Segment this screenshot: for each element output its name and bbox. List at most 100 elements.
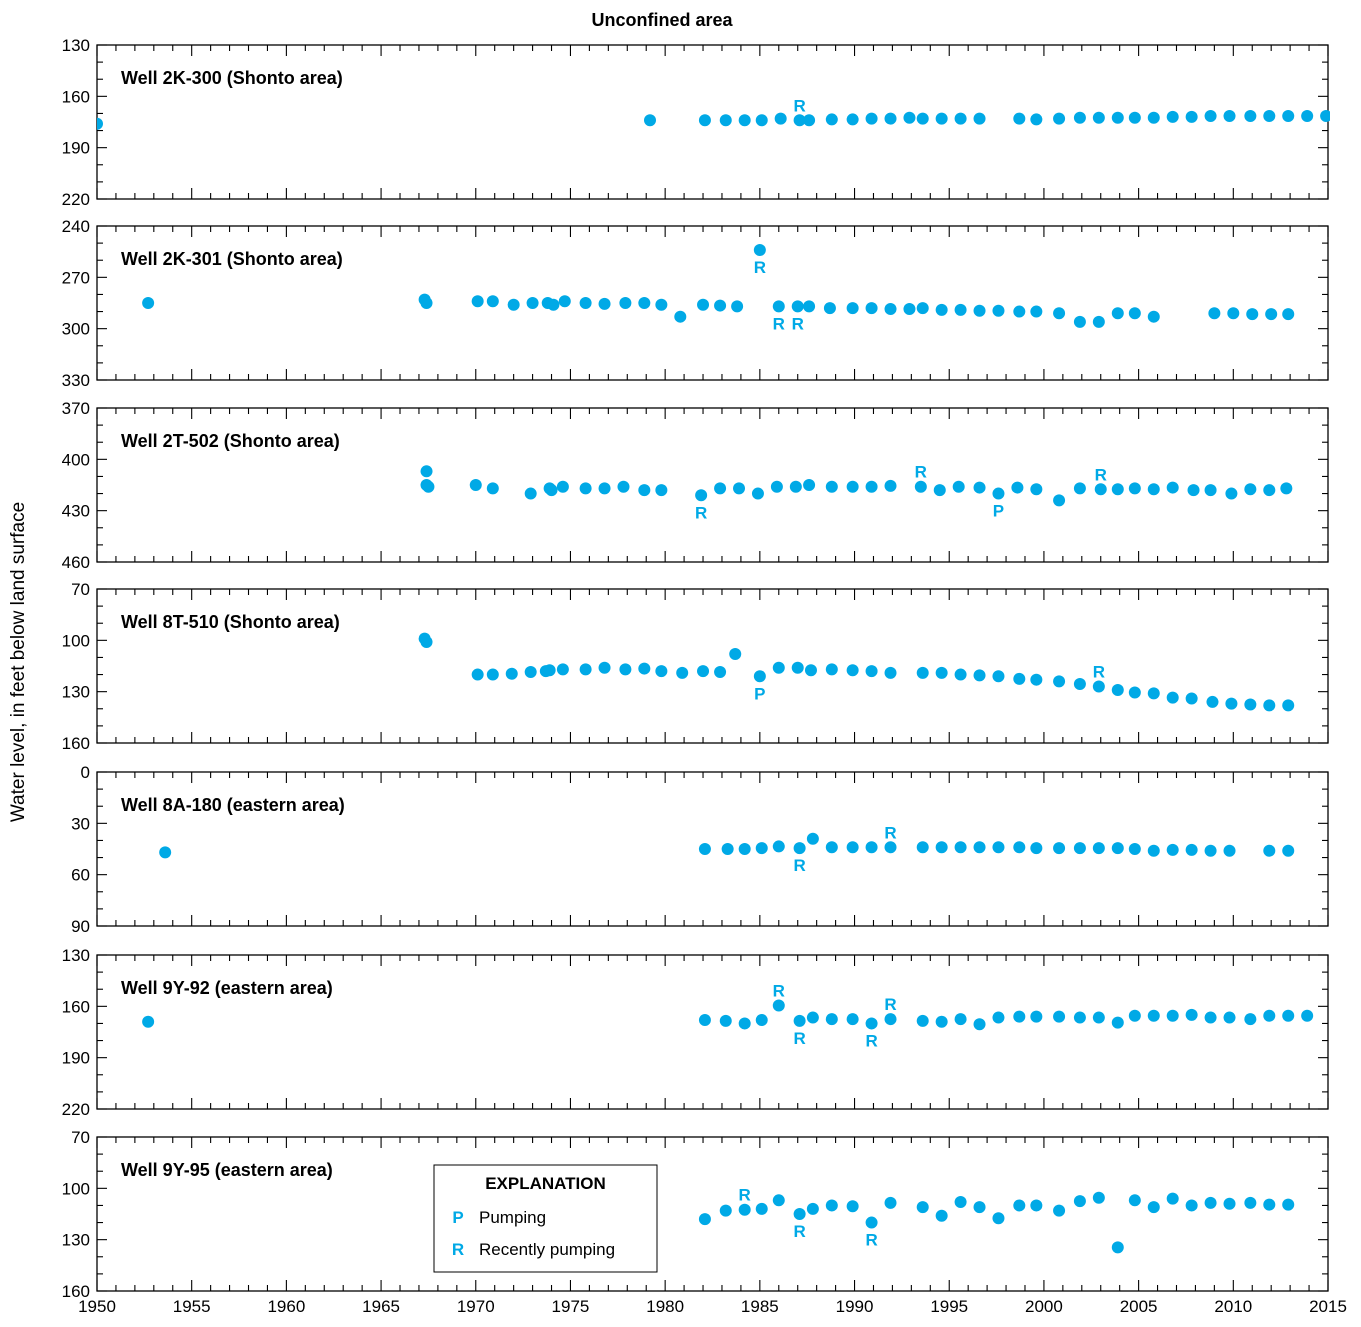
data-point [738,114,751,127]
data-point [1128,111,1141,124]
data-point [1204,110,1217,123]
data-point [992,670,1005,683]
data-point [916,112,929,125]
data-point [803,479,816,491]
y-tick-label: 30 [71,814,90,833]
data-point [973,669,986,682]
data-point [865,1017,878,1030]
data-point [1185,1199,1198,1212]
data-point [619,297,632,309]
data-point [644,114,657,127]
data-point [973,112,986,125]
data-point [1128,482,1141,495]
x-tick-label: 1985 [741,1297,779,1316]
panel-title: Well 2T-502 (Shonto area) [121,431,340,451]
x-tick-label: 2015 [1309,1297,1347,1316]
panel-title: Well 9Y-92 (eastern area) [121,978,333,998]
data-point [954,1013,967,1026]
x-tick-label: 1975 [552,1297,590,1316]
data-point [916,841,929,854]
data-point [1092,680,1105,693]
data-point [1111,307,1124,320]
x-tick-label: 1960 [267,1297,305,1316]
data-point [1128,686,1141,699]
data-point [1053,842,1066,855]
data-point [471,295,484,308]
data-point [1053,307,1066,320]
data-point [1147,1009,1160,1022]
data-point [825,841,838,854]
data-point [884,479,897,492]
data-point [789,480,802,493]
y-tick-label: 190 [62,139,90,158]
data-point [884,1196,897,1209]
plot-frame [96,954,1329,1110]
data-point [97,117,103,130]
data-point [1339,110,1351,122]
data-point [733,482,746,495]
data-point [1030,1199,1043,1212]
data-point [846,841,859,854]
data-point [598,661,611,674]
data-point [1282,699,1295,712]
data-point [1013,1010,1026,1023]
data-point [770,480,783,493]
y-tick-label: 160 [62,997,90,1016]
data-point [738,1203,751,1216]
data-point [617,480,630,493]
x-tick-label: 1995 [930,1297,968,1316]
data-point [772,300,785,313]
pumping-marker: R [884,823,896,842]
data-point [1282,1009,1295,1022]
data-point [884,302,897,315]
pumping-marker: R [1093,663,1105,682]
data-point [1092,1191,1105,1204]
plot-frame [96,407,1329,563]
data-point [1185,1008,1198,1021]
data-point [803,114,816,127]
data-point [973,841,986,854]
data-point [526,297,539,309]
data-point [1225,697,1238,710]
data-point [772,661,785,674]
data-point [793,1208,806,1220]
data-point [865,480,878,493]
data-point [954,841,967,854]
data-point [992,487,1005,500]
data-point [698,1014,711,1027]
data-point [1166,110,1179,123]
data-point [992,1212,1005,1225]
data-point [1147,1201,1160,1214]
data-point [1094,483,1107,496]
data-point [753,243,766,256]
data-point [719,1204,732,1217]
data-point [825,480,838,493]
legend-box [433,1164,658,1273]
panel-title: Well 8A-180 (eastern area) [121,795,345,815]
data-point [803,300,816,313]
data-point [954,303,967,316]
data-point [1147,687,1160,700]
data-point [1166,691,1179,704]
data-point [543,664,556,677]
pumping-marker: R [754,258,766,277]
data-point [1204,1011,1217,1024]
data-point [1128,1194,1141,1207]
data-point [1301,1009,1314,1022]
data-point [914,480,927,493]
x-tick-label: 1965 [362,1297,400,1316]
data-point [846,1013,859,1026]
data-point [1147,111,1160,124]
y-tick-label: 270 [62,268,90,287]
data-point [825,1199,838,1212]
data-point [1244,483,1257,496]
data-point [1092,1011,1105,1024]
pumping-marker: R [865,1231,877,1250]
y-tick-label: 90 [71,917,90,936]
data-point [806,1011,819,1024]
data-point [1263,699,1276,712]
legend-title: EXPLANATION [485,1174,606,1193]
data-point [1282,1198,1295,1211]
data-point [952,480,965,493]
